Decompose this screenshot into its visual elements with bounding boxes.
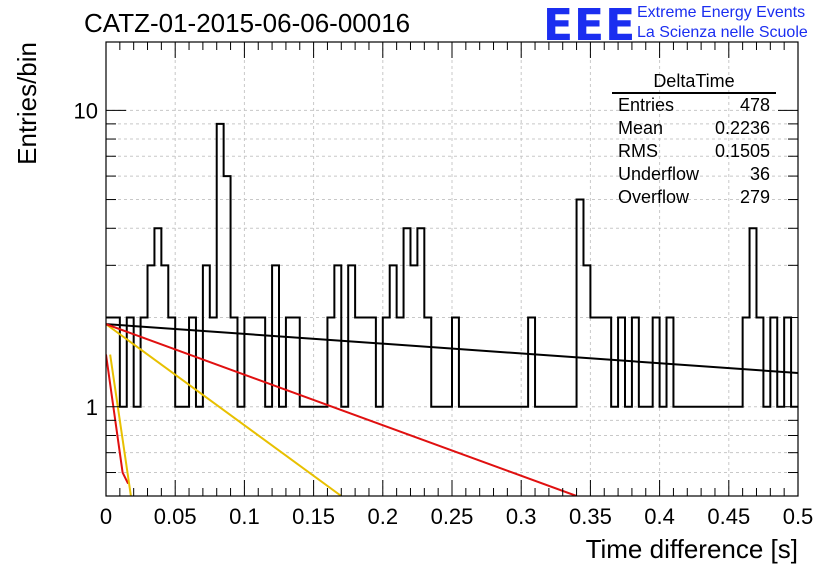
histogram-step [106, 122, 798, 408]
eee-logo: EEE [543, 0, 637, 51]
stats-value: 0.1505 [714, 141, 770, 161]
logo-line-2: La Scienza nelle Scuole [637, 24, 808, 41]
stats-row-entries: Entries 478 [612, 94, 776, 117]
logo-caption: Extreme Energy Events La Scienza nelle S… [637, 3, 808, 43]
stats-label: Mean [618, 118, 664, 138]
y-tick-label: 10 [74, 98, 98, 123]
x-tick-label: 0.15 [292, 504, 335, 529]
x-tick-label: 0.4 [644, 504, 675, 529]
stats-label: Entries [618, 95, 675, 115]
stats-row-underflow: Underflow 36 [612, 163, 776, 186]
fit-line-2 [106, 323, 577, 496]
stats-box: DeltaTime Entries 478 Mean 0.2236 RMS 0.… [612, 70, 776, 209]
x-tick-label: 0.2 [368, 504, 399, 529]
plot-title: CATZ-01-2015-06-06-00016 [84, 8, 411, 38]
x-tick-label: 0 [100, 504, 112, 529]
y-tick-label: 1 [86, 395, 98, 420]
stats-row-overflow: Overflow 279 [612, 186, 776, 209]
x-tick-label: 0.1 [229, 504, 260, 529]
fit-line-1 [106, 323, 342, 496]
x-axis-label: Time difference [s] [586, 534, 798, 564]
x-tick-label: 0.5 [783, 504, 814, 529]
x-tick-label: 0.25 [431, 504, 474, 529]
stats-value: 478 [739, 95, 770, 115]
x-tick-label: 0.05 [154, 504, 197, 529]
y-axis-label: Entries/bin [12, 42, 42, 165]
fit-line-0 [106, 323, 798, 374]
x-tick-label: 0.45 [707, 504, 750, 529]
x-tick-label: 0.3 [506, 504, 537, 529]
stats-label: RMS [618, 141, 658, 161]
stats-row-rms: RMS 0.1505 [612, 140, 776, 163]
stats-value: 0.2236 [714, 118, 770, 138]
stats-title: DeltaTime [612, 70, 776, 94]
stats-label: Underflow [618, 164, 700, 184]
fit-line-3 [106, 354, 130, 485]
stats-row-mean: Mean 0.2236 [612, 117, 776, 140]
stats-value: 36 [749, 164, 770, 184]
stats-label: Overflow [618, 187, 690, 207]
logo-line-1: Extreme Energy Events [637, 4, 806, 21]
x-tick-label: 0.35 [569, 504, 612, 529]
stats-value: 279 [739, 187, 770, 207]
fit-line-4 [109, 354, 132, 496]
